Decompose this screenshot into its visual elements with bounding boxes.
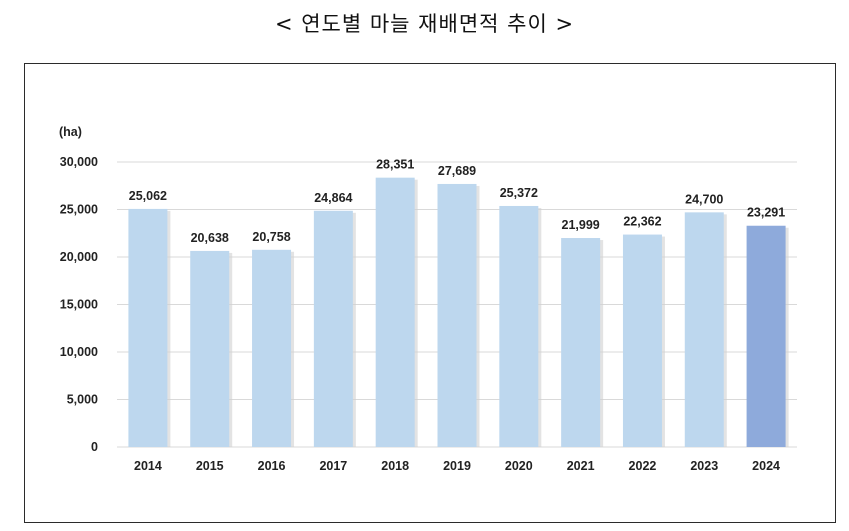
data-label: 28,351	[376, 158, 414, 172]
y-axis-unit-label: (ha)	[59, 125, 82, 139]
bar-2016	[252, 249, 292, 447]
x-tick-label: 2024	[752, 459, 780, 473]
bar-2014	[128, 208, 168, 447]
data-label: 20,758	[252, 230, 290, 244]
bar-2015	[190, 250, 230, 447]
bar-chart: 0 5,000 10,000 15,000 20,000 25,000 30,000 25,0…	[59, 125, 797, 473]
x-tick-label: 2023	[690, 459, 718, 473]
y-tick-label: 20,000	[60, 250, 98, 264]
x-tick-label: 2022	[629, 459, 657, 473]
y-tick-label: 0	[91, 440, 98, 454]
data-label: 27,689	[438, 164, 476, 178]
data-label: 22,362	[623, 215, 661, 229]
bar-2024	[746, 225, 786, 447]
chart-frame: 0 5,000 10,000 15,000 20,000 25,000 30,000 25,0…	[24, 63, 836, 523]
x-tick-label: 2021	[567, 459, 595, 473]
bar-2021	[561, 238, 601, 447]
y-tick-label: 15,000	[60, 298, 98, 312]
y-tick-label: 30,000	[60, 155, 98, 169]
bar-2019	[437, 183, 477, 447]
x-tick-label: 2019	[443, 459, 471, 473]
x-tick-label: 2016	[258, 459, 286, 473]
data-label: 24,700	[685, 192, 723, 206]
x-tick-label: 2018	[381, 459, 409, 473]
y-tick-label: 5,000	[67, 393, 98, 407]
bar-2020	[499, 205, 539, 447]
data-label: 25,062	[129, 189, 167, 203]
data-label: 24,864	[314, 191, 352, 205]
bar-2017	[313, 210, 353, 447]
data-label: 25,372	[500, 186, 538, 200]
bar-2022	[622, 234, 662, 447]
bar-2023	[684, 212, 724, 447]
x-tick-label: 2014	[134, 459, 162, 473]
bar-2018	[375, 177, 415, 447]
x-tick-label: 2015	[196, 459, 224, 473]
page-title: < 연도별 마늘 재배면적 추이 >	[274, 12, 575, 36]
x-tick-label: 2017	[319, 459, 347, 473]
data-label: 20,638	[191, 231, 229, 245]
data-label: 23,291	[747, 206, 785, 220]
y-tick-label: 10,000	[60, 345, 98, 359]
data-label: 21,999	[562, 218, 600, 232]
x-tick-label: 2020	[505, 459, 533, 473]
y-tick-label: 25,000	[60, 203, 98, 217]
